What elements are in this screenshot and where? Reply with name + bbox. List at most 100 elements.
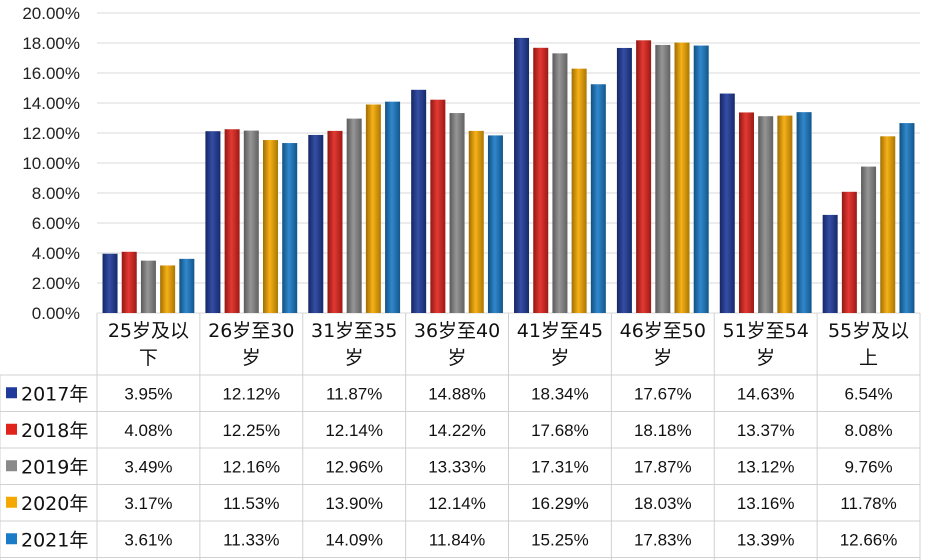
legend-swatch-2021年 — [6, 533, 17, 545]
bar-2017年-1 — [205, 131, 221, 313]
table-cell-value: 12.14% — [325, 421, 383, 440]
table-cell-value: 12.16% — [222, 457, 280, 476]
bar-2018年-6 — [738, 112, 754, 313]
bar-2021年-6 — [796, 112, 812, 314]
bar-2020年-0 — [160, 265, 176, 313]
bar-2019年-6 — [758, 116, 774, 313]
table-cell-value: 12.12% — [222, 384, 280, 403]
y-tick-label: 8.00% — [32, 184, 80, 203]
table-cell-value: 12.25% — [222, 421, 280, 440]
y-tick-label: 18.00% — [22, 34, 80, 53]
category-label: 46岁至50 — [620, 320, 706, 342]
table-cell-value: 11.87% — [326, 384, 382, 403]
y-tick-label: 12.00% — [22, 124, 80, 143]
table-cell-value: 11.84% — [429, 530, 485, 549]
table-cell-value: 9.76% — [844, 457, 892, 476]
table-cell-value: 3.49% — [124, 457, 172, 476]
bar-2020年-5 — [674, 42, 690, 314]
bar-2021年-2 — [385, 101, 401, 314]
table-cell-value: 13.33% — [428, 457, 486, 476]
bar-2018年-4 — [533, 47, 549, 314]
table-cell-value: 12.96% — [325, 457, 383, 476]
series-label: 2018年 — [21, 420, 88, 442]
y-tick-label: 4.00% — [32, 244, 80, 263]
table-cell-value: 14.09% — [325, 530, 383, 549]
bar-2017年-7 — [822, 214, 838, 313]
bar-2019年-1 — [243, 130, 259, 313]
bar-2017年-2 — [308, 134, 324, 313]
bar-2021年-0 — [179, 258, 195, 313]
y-tick-label: 2.00% — [32, 274, 80, 293]
table-cell-value: 12.66% — [840, 530, 898, 549]
bar-2019年-3 — [449, 113, 465, 313]
bar-2018年-3 — [430, 99, 446, 313]
category-label: 岁 — [345, 347, 364, 369]
table-cell-value: 13.16% — [737, 494, 795, 513]
bar-2019年-7 — [861, 166, 877, 313]
category-label: 岁 — [448, 347, 467, 369]
bar-2017年-6 — [719, 93, 735, 313]
bar-2019年-0 — [140, 260, 156, 313]
table-cell-value: 17.87% — [634, 457, 692, 476]
bar-2017年-4 — [514, 37, 530, 314]
bar-2020年-2 — [365, 104, 381, 313]
table-cell-value: 3.61% — [124, 530, 172, 549]
bar-2020年-3 — [468, 130, 484, 313]
category-label: 36岁至40 — [414, 320, 500, 342]
legend-swatch-2017年 — [6, 387, 17, 399]
series-label: 2017年 — [21, 383, 88, 405]
bar-2019年-4 — [552, 53, 568, 313]
series-label: 2021年 — [21, 529, 88, 551]
table-cell-value: 11.33% — [223, 530, 279, 549]
category-label: 岁 — [756, 347, 775, 369]
table-cell-value: 14.88% — [428, 384, 486, 403]
table-cell-value: 6.54% — [844, 384, 892, 403]
category-label: 31岁至35 — [311, 320, 397, 342]
table-cell-value: 18.18% — [634, 421, 692, 440]
legend-swatch-2019年 — [6, 460, 17, 472]
gridlines — [97, 12, 920, 314]
bar-2021年-1 — [282, 143, 298, 313]
bar-2021年-3 — [487, 135, 503, 313]
table-cell-value: 13.37% — [737, 421, 795, 440]
table-cell-value: 14.22% — [428, 421, 486, 440]
category-label: 55岁及以 — [828, 320, 909, 342]
table-cell-value: 8.08% — [844, 421, 892, 440]
table-cell-value: 17.68% — [531, 421, 589, 440]
table-cell-value: 18.03% — [634, 494, 692, 513]
bar-2018年-1 — [224, 129, 240, 313]
category-label: 岁 — [653, 347, 672, 369]
bar-2020年-4 — [571, 68, 587, 314]
bar-2019年-5 — [655, 44, 671, 313]
table-cell-value: 3.95% — [124, 384, 172, 403]
bar-2018年-0 — [121, 251, 137, 313]
y-tick-label: 20.00% — [22, 4, 80, 23]
y-tick-label: 16.00% — [22, 64, 80, 83]
table-cell-value: 14.63% — [737, 384, 795, 403]
category-label: 41岁至45 — [517, 320, 603, 342]
bar-2018年-7 — [841, 191, 857, 313]
bar-2021年-4 — [590, 84, 606, 313]
legend-swatch-2020年 — [6, 496, 17, 508]
y-axis-ticks: 0.00% 2.00% 4.00% 6.00% 8.00% 10.00% 12.00% 14.… — [22, 4, 80, 323]
table-cell-value: 12.14% — [428, 494, 486, 513]
bar-2017年-3 — [411, 89, 427, 313]
category-label: 下 — [139, 347, 158, 369]
table-cell-value: 17.67% — [634, 384, 692, 403]
legend-swatch-2018年 — [6, 423, 17, 435]
table-cell-value: 15.25% — [531, 530, 589, 549]
category-label: 岁 — [242, 347, 261, 369]
table-cell-value: 17.31% — [531, 457, 589, 476]
bar-2020年-6 — [777, 115, 793, 313]
bar-2021年-5 — [693, 45, 709, 314]
category-label: 岁 — [550, 347, 569, 369]
table-cell-value: 3.17% — [124, 494, 172, 513]
bar-2020年-1 — [263, 140, 279, 313]
y-tick-label: 10.00% — [22, 154, 80, 173]
table-cell-value: 13.90% — [325, 494, 383, 513]
table-cell-value: 16.29% — [531, 494, 589, 513]
y-tick-label: 14.00% — [22, 94, 80, 113]
table-cell-value: 13.12% — [737, 457, 795, 476]
table-cell-value: 17.83% — [634, 530, 692, 549]
